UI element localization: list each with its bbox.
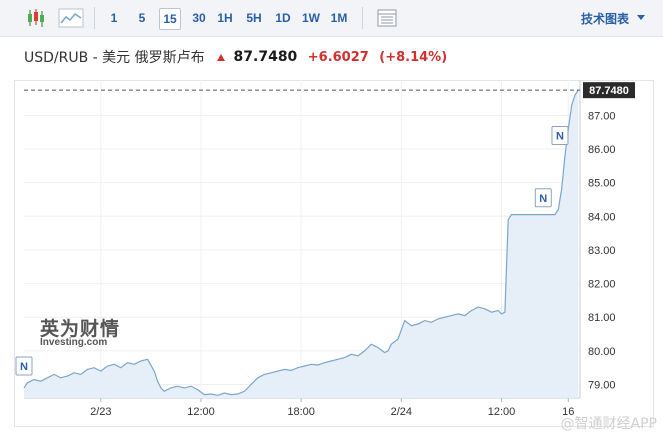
news-marker[interactable]: N [534, 188, 552, 208]
toolbar-divider [94, 7, 95, 29]
current-price-tag [583, 82, 635, 99]
toolbar-divider [362, 7, 363, 29]
watermark-site: Investing.com [40, 337, 108, 348]
timeframe-1m-button[interactable]: 1M [330, 11, 348, 25]
timeframe-30-button[interactable]: 30 [192, 11, 206, 25]
pair-title: USD/RUB - 美元 俄罗斯卢布 [24, 50, 205, 66]
x-tick-label: 18:00 [287, 406, 315, 418]
y-tick-label: 83.00 [588, 245, 616, 257]
timeframe-1d-button[interactable]: 1D [275, 11, 291, 25]
x-tick-label: 16 [562, 406, 574, 418]
watermark-app: @智通财经APP [560, 416, 657, 432]
y-tick-label: 82.00 [588, 279, 616, 291]
arrow-up-icon [217, 53, 226, 61]
x-tick-label: 12:00 [488, 406, 516, 418]
candlestick-icon[interactable] [24, 6, 48, 30]
chart-frame [14, 80, 654, 427]
chevron-down-icon[interactable] [637, 15, 645, 20]
x-tick-label: 12:00 [187, 406, 215, 418]
y-tick-label: 79.00 [588, 380, 616, 392]
news-marker-box[interactable] [551, 126, 569, 146]
news-marker-label[interactable]: N [556, 131, 564, 143]
area-chart-icon[interactable] [58, 6, 84, 30]
x-tick-label: 2/24 [391, 406, 412, 418]
timeframe-1-button[interactable]: 1 [110, 11, 118, 25]
news-marker-box[interactable] [15, 356, 33, 376]
chart-toolbar: 1 5 15 30 1H 5H 1D 1W 1M 技术图表 [0, 0, 663, 37]
timeframe-1w-button[interactable]: 1W [302, 11, 320, 25]
current-price-label: 87.7480 [589, 85, 629, 97]
y-tick-label: 86.00 [588, 144, 616, 156]
technical-chart-link[interactable]: 技术图表 [580, 12, 629, 26]
news-marker-box[interactable] [534, 188, 552, 208]
y-tick-label: 84.00 [588, 211, 616, 223]
watermark-brand: 英为财情 [40, 318, 121, 340]
series-line [23, 89, 579, 396]
news-marker[interactable]: N [15, 356, 33, 376]
y-tick-label: 81.00 [588, 312, 616, 324]
last-price: 87.7480 [233, 49, 298, 65]
table-view-icon[interactable] [375, 6, 399, 30]
timeframe-15-button[interactable]: 15 [159, 8, 181, 30]
timeframe-1h-button[interactable]: 1H [217, 11, 233, 25]
y-tick-label: 80.00 [588, 346, 616, 358]
y-tick-label: 87.00 [588, 110, 616, 122]
price-change-percent: (+8.14%) [379, 49, 448, 65]
news-marker[interactable]: N [551, 126, 569, 146]
news-marker-label[interactable]: N [539, 193, 547, 205]
quote-header: USD/RUB - 美元 俄罗斯卢布 87.7480 +6.6027 (+8.1… [24, 47, 447, 67]
news-marker-label[interactable]: N [20, 361, 28, 373]
series-area [24, 90, 579, 398]
x-tick-label: 2/23 [90, 406, 111, 418]
timeframe-5-button[interactable]: 5 [138, 11, 146, 25]
y-tick-label: 85.00 [588, 178, 616, 190]
price-change: +6.6027 [307, 49, 369, 65]
timeframe-5h-button[interactable]: 5H [246, 11, 262, 25]
